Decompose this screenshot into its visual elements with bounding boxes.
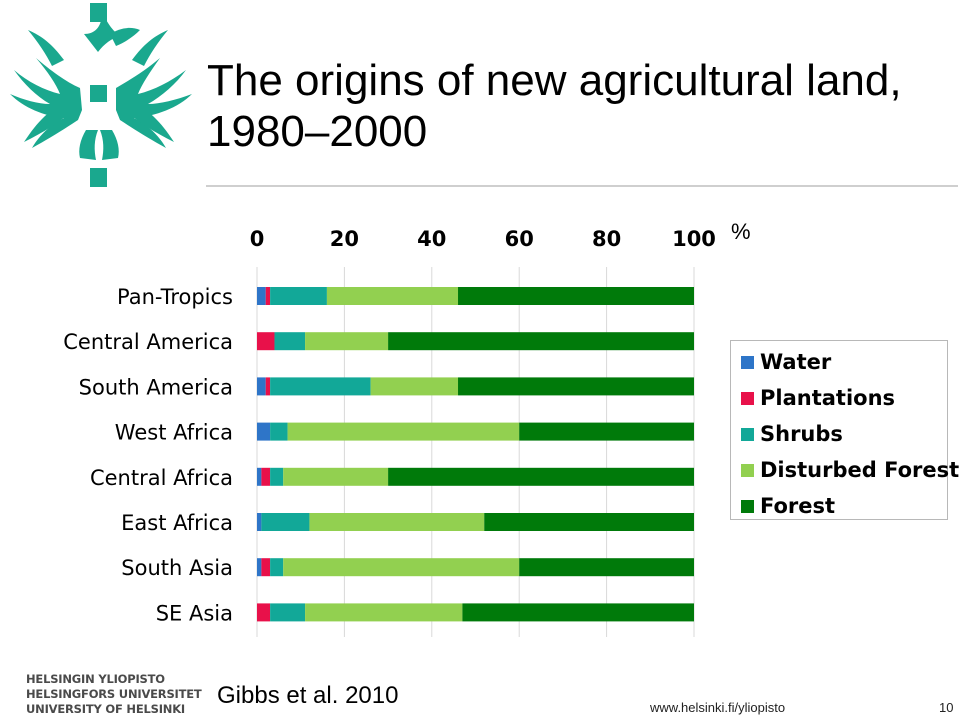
category-label: West Africa xyxy=(115,421,233,445)
bar-segment-forest xyxy=(388,332,694,351)
category-label: South America xyxy=(79,375,233,399)
bar-segment-shrubs xyxy=(274,332,306,351)
category-label: Central America xyxy=(63,330,233,354)
page-number: 10 xyxy=(939,700,954,715)
bar-segment-water xyxy=(257,513,262,531)
bar-segment-forest xyxy=(458,287,694,305)
legend-item: Shrubs xyxy=(731,418,947,454)
footer-url: www.helsinki.fi/yliopisto xyxy=(650,700,786,715)
category-label: Pan-Tropics xyxy=(117,285,233,309)
bar-segment-disturbed-forest xyxy=(283,467,389,486)
legend-label: Forest xyxy=(760,494,836,518)
bar-segment-forest xyxy=(388,467,694,486)
bar-segment-shrubs xyxy=(270,603,306,622)
bar-segment-forest xyxy=(462,603,694,622)
legend-label: Plantations xyxy=(760,386,896,410)
x-tick-label: 100 xyxy=(672,227,716,251)
bar-segment-plantations xyxy=(257,332,275,351)
bar-segment-disturbed-forest xyxy=(287,422,520,441)
bar-segment-disturbed-forest xyxy=(370,377,459,396)
bar-segment-plantations xyxy=(265,287,271,305)
bar-segment-water xyxy=(257,467,262,486)
bar-segment-plantations xyxy=(261,558,271,577)
slide-title-line-1: The origins of new agricultural land, xyxy=(207,56,902,105)
bar-segment-plantations xyxy=(261,467,271,486)
bar-segment-disturbed-forest xyxy=(305,332,389,351)
slide-title-line-2: 1980–2000 xyxy=(207,107,428,156)
category-label: Central Africa xyxy=(90,466,233,490)
stacked-bar-chart: 0 20 40 60 80 100 % Pan-Tropics Central America S… xyxy=(63,219,751,637)
university-logo-icon xyxy=(10,3,192,187)
chart-legend: Water Plantations Shrubs Disturbed Forest Fo… xyxy=(730,340,959,520)
bar-segment-water xyxy=(257,287,266,305)
legend-swatch xyxy=(741,500,754,513)
x-tick-label: 40 xyxy=(417,227,446,251)
bar-segment-forest xyxy=(519,558,694,577)
category-label: SE Asia xyxy=(156,601,233,625)
category-label: East Africa xyxy=(121,511,233,535)
bar-segment-disturbed-forest xyxy=(283,558,520,577)
x-tick-label: 80 xyxy=(592,227,621,251)
legend-item: Forest xyxy=(731,490,947,526)
bar-segment-plantations xyxy=(257,603,271,622)
citation: Gibbs et al. 2010 xyxy=(217,682,399,709)
bar-segment-forest xyxy=(484,513,694,531)
footer-wordmark-line-2: HELSINGFORS UNIVERSITET xyxy=(26,687,202,701)
x-tick-label: 20 xyxy=(330,227,359,251)
legend-label: Water xyxy=(760,350,832,374)
footer-university-wordmark: HELSINGIN YLIOPISTO HELSINGFORS UNIVERSI… xyxy=(26,672,202,717)
bar-segment-forest xyxy=(458,377,694,396)
bar-segment-disturbed-forest xyxy=(309,513,485,531)
legend-label: Shrubs xyxy=(760,422,843,446)
bar-segment-shrubs xyxy=(270,558,284,577)
bar-segment-plantations xyxy=(265,377,271,396)
bar-segment-disturbed-forest xyxy=(305,603,463,622)
bar-segment-disturbed-forest xyxy=(326,287,459,305)
bar-segment-shrubs xyxy=(270,377,371,396)
x-tick-label: 60 xyxy=(505,227,534,251)
footer-wordmark-line-1: HELSINGIN YLIOPISTO xyxy=(26,672,165,686)
legend-label: Disturbed Forest xyxy=(760,458,960,482)
bar-segment-shrubs xyxy=(270,467,284,486)
slide-title: The origins of new agricultural land, 19… xyxy=(207,55,902,157)
title-divider xyxy=(206,185,958,187)
legend-item: Plantations xyxy=(731,382,947,418)
legend-item: Disturbed Forest xyxy=(731,454,959,490)
bar-segment-water xyxy=(257,377,266,396)
bar-segment-water xyxy=(257,558,262,577)
footer-wordmark-line-3: UNIVERSITY OF HELSINKI xyxy=(26,702,186,716)
bar-segment-shrubs xyxy=(270,422,288,441)
legend-swatch xyxy=(741,356,754,369)
x-unit-label: % xyxy=(731,219,751,244)
bar-segment-shrubs xyxy=(261,513,310,531)
x-tick-label: 0 xyxy=(250,227,265,251)
legend-swatch xyxy=(741,464,754,477)
bar-segment-shrubs xyxy=(270,287,327,305)
bar-segment-water xyxy=(257,422,271,441)
legend-swatch xyxy=(741,392,754,405)
category-label: South Asia xyxy=(121,556,233,580)
legend-swatch xyxy=(741,428,754,441)
bar-segment-forest xyxy=(519,422,694,441)
legend-item: Water xyxy=(731,346,947,382)
